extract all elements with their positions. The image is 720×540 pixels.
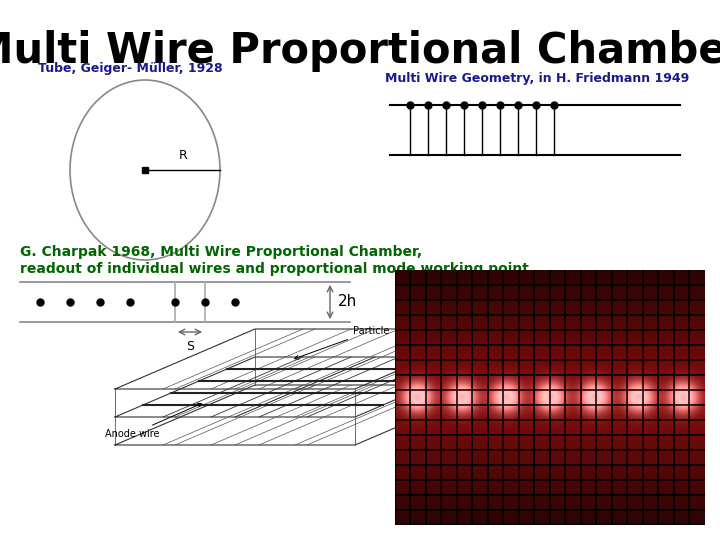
- Text: 2h: 2h: [338, 294, 357, 309]
- Text: Anode wire: Anode wire: [105, 403, 202, 439]
- Text: S: S: [186, 340, 194, 353]
- Text: readout of individual wires and proportional mode working point.: readout of individual wires and proporti…: [20, 262, 534, 276]
- Text: Particle: Particle: [294, 326, 390, 359]
- Text: Cathode planes: Cathode planes: [489, 339, 577, 361]
- Text: Multi Wire Geometry, in H. Friedmann 1949: Multi Wire Geometry, in H. Friedmann 194…: [385, 72, 689, 85]
- Text: 35: 35: [689, 515, 705, 528]
- Polygon shape: [115, 385, 495, 445]
- Text: Tube, Geiger- Müller, 1928: Tube, Geiger- Müller, 1928: [38, 62, 222, 75]
- Text: G. Charpak 1968, Multi Wire Proportional Chamber,: G. Charpak 1968, Multi Wire Proportional…: [20, 245, 422, 259]
- Text: R: R: [179, 149, 187, 162]
- Text: Multi Wire Proportional Chamber: Multi Wire Proportional Chamber: [0, 30, 720, 72]
- Polygon shape: [115, 329, 495, 389]
- Polygon shape: [115, 357, 495, 417]
